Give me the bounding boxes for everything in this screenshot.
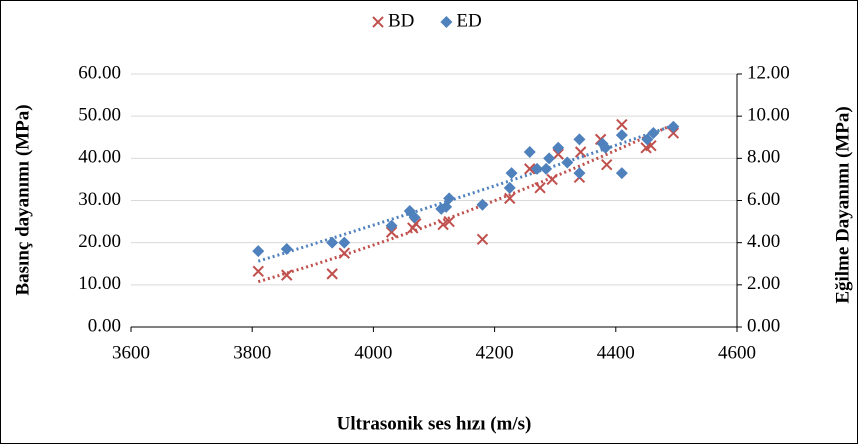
y2-axis-title: Eğilme Dayanımı (MPa) xyxy=(832,106,853,303)
y-tick-label: 30.00 xyxy=(78,189,121,210)
y2-tick-label: 6.00 xyxy=(747,189,780,210)
data-point xyxy=(437,218,449,231)
legend-label: ED xyxy=(456,10,481,31)
x-axis-title: Ultrasonik ses hızı (m/s) xyxy=(337,413,532,434)
x-tick-label: 4400 xyxy=(597,342,635,363)
data-point xyxy=(552,148,564,160)
data-point xyxy=(524,163,536,175)
data-point xyxy=(531,162,544,175)
data-point xyxy=(408,211,421,224)
data-point xyxy=(573,167,586,180)
x-tick-label: 4000 xyxy=(354,342,392,363)
data-point xyxy=(326,268,338,280)
data-point xyxy=(573,133,586,146)
data-point xyxy=(476,198,489,211)
data-point xyxy=(326,236,339,249)
y-tick-label: 10.00 xyxy=(78,273,121,294)
legend-marker xyxy=(440,16,453,28)
data-point xyxy=(615,129,628,142)
y2-tick-label: 4.00 xyxy=(747,231,780,252)
x-tick-label: 3800 xyxy=(233,342,271,363)
x-tick-label: 3600 xyxy=(112,342,150,363)
y2-tick-label: 0.00 xyxy=(747,315,780,336)
data-point xyxy=(504,192,516,205)
legend-marker xyxy=(372,16,384,28)
data-point xyxy=(599,141,612,154)
data-point xyxy=(546,173,558,186)
data-point xyxy=(443,215,455,228)
y-tick-label: 40.00 xyxy=(78,147,121,168)
x-tick-label: 4600 xyxy=(718,342,756,363)
y2-tick-label: 12.00 xyxy=(747,62,790,83)
data-point xyxy=(601,158,613,171)
data-point xyxy=(647,127,660,140)
data-point xyxy=(385,219,398,232)
data-point xyxy=(443,192,456,205)
data-point xyxy=(552,141,565,154)
data-point xyxy=(281,269,293,281)
y-axis-title: Basınç dayanımı (MPa) xyxy=(12,104,33,295)
legend-label: BD xyxy=(388,10,414,31)
data-point xyxy=(561,156,574,169)
y2-tick-label: 10.00 xyxy=(747,105,790,126)
data-point xyxy=(615,167,628,180)
y2-tick-label: 8.00 xyxy=(747,147,780,168)
data-point xyxy=(505,167,518,180)
data-point xyxy=(338,247,351,259)
data-point xyxy=(667,120,680,133)
data-point xyxy=(574,146,587,158)
y-tick-label: 50.00 xyxy=(78,105,121,126)
data-point xyxy=(534,182,546,194)
data-point xyxy=(338,236,351,249)
data-point xyxy=(280,242,293,255)
y-tick-label: 0.00 xyxy=(88,315,121,336)
data-point xyxy=(540,162,553,175)
data-point xyxy=(476,233,489,246)
data-point xyxy=(252,265,264,278)
data-point xyxy=(523,146,536,159)
data-point xyxy=(667,127,680,139)
data-point xyxy=(616,118,628,131)
data-point xyxy=(543,152,556,165)
data-point xyxy=(385,226,398,238)
y2-tick-label: 2.00 xyxy=(747,273,780,294)
y-tick-label: 20.00 xyxy=(78,231,121,252)
x-tick-label: 4200 xyxy=(476,342,514,363)
y-tick-label: 60.00 xyxy=(78,62,121,83)
data-point xyxy=(641,133,654,146)
data-point xyxy=(252,245,265,258)
data-point xyxy=(503,181,516,194)
